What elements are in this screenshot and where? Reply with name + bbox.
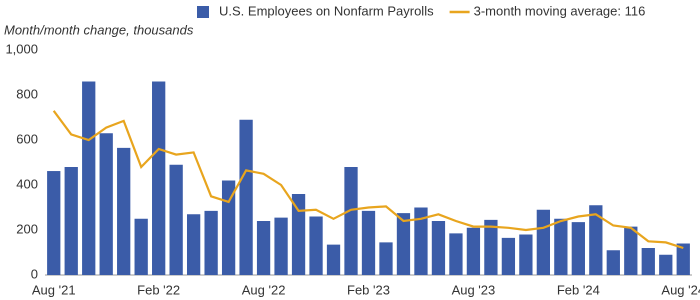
bar <box>659 254 673 275</box>
legend-label: U.S. Employees on Nonfarm Payrolls <box>219 3 434 18</box>
bar <box>204 210 218 275</box>
bar <box>361 210 376 275</box>
bar <box>117 147 131 275</box>
bar <box>606 250 620 275</box>
x-tick-label: Aug '22 <box>242 282 286 297</box>
bar <box>624 226 638 275</box>
x-tick-label: Feb '24 <box>557 282 600 297</box>
bar <box>589 205 603 275</box>
bar <box>291 194 306 275</box>
y-axis-label: Month/month change, thousands <box>4 22 194 37</box>
bar <box>519 234 533 275</box>
bar <box>152 81 166 275</box>
y-tick-label: 1,000 <box>5 41 38 56</box>
bar <box>571 222 585 275</box>
bar <box>676 243 690 275</box>
legend-label: 3-month moving average: 116 <box>474 3 646 18</box>
bar <box>47 171 61 275</box>
x-tick-label: Feb '23 <box>347 282 390 297</box>
x-tick-label: Aug '24 <box>661 282 700 297</box>
y-tick-label: 400 <box>16 176 38 191</box>
bar <box>239 119 253 275</box>
bar <box>396 213 411 275</box>
bar <box>431 221 446 275</box>
x-tick-label: Feb '22 <box>137 282 180 297</box>
bar <box>484 219 498 275</box>
bar <box>326 244 341 275</box>
bar <box>536 209 551 275</box>
bar <box>186 214 201 275</box>
bar <box>169 164 183 275</box>
y-tick-label: 200 <box>16 221 38 236</box>
bar <box>134 218 148 275</box>
bar <box>256 221 271 275</box>
bar <box>221 180 236 275</box>
bar <box>274 217 288 275</box>
bar <box>99 133 113 275</box>
bar <box>414 207 428 275</box>
bar <box>466 227 481 275</box>
bar <box>64 167 78 275</box>
bar <box>379 242 393 275</box>
bar <box>309 216 323 275</box>
bar <box>344 167 358 275</box>
y-tick-label: 0 <box>31 266 38 281</box>
legend-swatch <box>197 6 209 18</box>
bar <box>501 237 516 275</box>
bar <box>449 233 463 275</box>
y-tick-label: 800 <box>16 86 38 101</box>
y-tick-label: 600 <box>16 131 38 146</box>
bar <box>82 81 96 275</box>
x-tick-label: Aug '23 <box>452 282 496 297</box>
line <box>52 110 684 250</box>
bar <box>554 218 568 275</box>
bar <box>641 248 655 275</box>
x-tick-label: Aug '21 <box>32 282 76 297</box>
